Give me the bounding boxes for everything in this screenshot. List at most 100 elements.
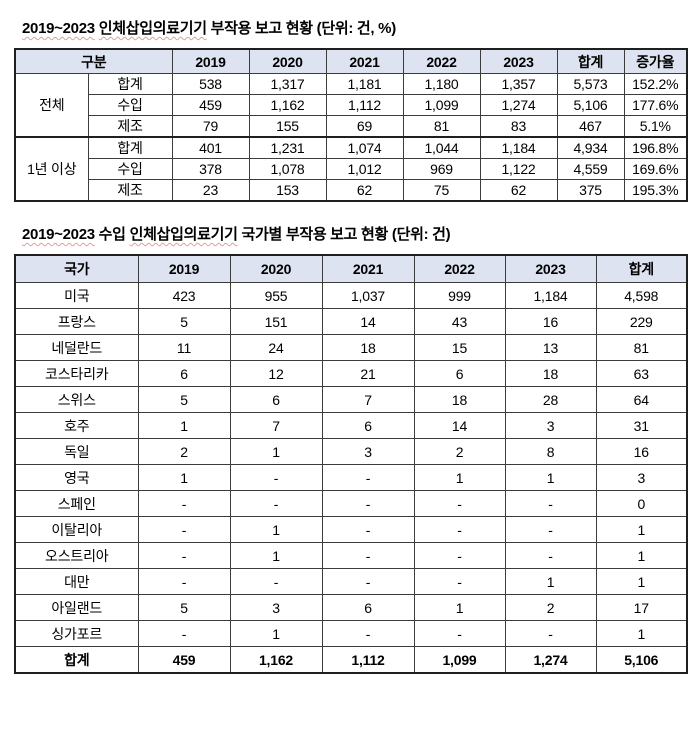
- country-label-cell: 호주: [14, 412, 139, 439]
- value-cell: 5.1%: [623, 115, 688, 138]
- country-label-cell: 오스트리아: [14, 542, 139, 569]
- country-label-cell: 싱가포르: [14, 620, 139, 647]
- column-header-2020: 2020: [229, 254, 323, 283]
- table2-title-segment: 수입: [94, 226, 130, 243]
- column-header-2021: 2021: [321, 254, 415, 283]
- row-label-cell: 제조: [87, 179, 173, 202]
- value-cell: -: [413, 542, 506, 569]
- value-cell: 24: [229, 334, 323, 361]
- value-cell: 83: [479, 115, 558, 138]
- value-cell: 1: [137, 412, 231, 439]
- value-cell: 1,012: [325, 158, 404, 180]
- column-header-total: 합계: [595, 254, 688, 283]
- value-cell: 6: [321, 594, 415, 621]
- country-label-cell: 네덜란드: [14, 334, 139, 361]
- value-cell: 1,317: [248, 73, 327, 95]
- value-cell: 62: [325, 179, 404, 202]
- value-cell: 538: [171, 73, 250, 95]
- country-label-cell: 영국: [14, 464, 139, 491]
- value-cell: -: [137, 620, 231, 647]
- value-cell: 13: [504, 334, 597, 361]
- value-cell: -: [321, 464, 415, 491]
- value-cell: 2: [504, 594, 597, 621]
- value-cell: 17: [595, 594, 688, 621]
- table1-title: 2019~2023 인체삽입의료기기 부작용 보고 현황 (단위: 건, %): [22, 17, 686, 38]
- table1-row: 제조 23 153 62 75 62 375 195.3%: [15, 179, 688, 202]
- value-cell: -: [413, 490, 506, 517]
- value-cell: -: [137, 516, 231, 543]
- country-label-cell: 프랑스: [14, 308, 139, 335]
- value-cell: 16: [595, 438, 688, 465]
- table2-row: 스페인 - - - - -0: [14, 490, 688, 517]
- value-cell: 375: [556, 179, 625, 202]
- value-cell: 6: [137, 360, 231, 387]
- value-cell: 2: [413, 438, 506, 465]
- value-cell: 1: [137, 464, 231, 491]
- row-label-cell: 수입: [87, 94, 173, 116]
- table2-title-segment: 국가별 부작용 보고 현황 (단위: 건): [237, 226, 451, 243]
- value-cell: -: [321, 516, 415, 543]
- column-header-country: 국가: [14, 254, 139, 283]
- total-label-cell: 합계: [14, 646, 139, 674]
- value-cell: 1: [413, 464, 506, 491]
- value-cell: -: [504, 620, 597, 647]
- table1-row: 전체 합계 538 1,317 1,181 1,180 1,357 5,573 152.2%: [14, 73, 688, 138]
- value-cell: 8: [504, 438, 597, 465]
- value-cell: 1: [229, 438, 323, 465]
- value-cell: 3: [321, 438, 415, 465]
- value-cell: -: [413, 568, 506, 595]
- table2-row: 미국 423 955 1,037 999 1,184 4,598: [14, 282, 688, 309]
- row-label-cell: 합계: [87, 73, 173, 95]
- table2-header-row: 국가 2019 2020 2021 2022 2023 합계: [14, 254, 688, 283]
- value-cell: 177.6%: [623, 94, 688, 116]
- row-label-cell: 합계: [87, 136, 173, 159]
- value-cell: 18: [321, 334, 415, 361]
- value-cell: 31: [595, 412, 688, 439]
- table2-row: 독일 2 1 3 2 8 16: [14, 438, 688, 465]
- value-cell: 229: [595, 308, 688, 335]
- table2-row: 코스타리카 6 12 21 6 18 63: [14, 360, 688, 387]
- value-cell: 18: [504, 360, 597, 387]
- value-cell: 81: [595, 334, 688, 361]
- row-label-cell: 수입: [87, 158, 173, 180]
- value-cell: 1,074: [325, 136, 404, 159]
- value-cell: 3: [229, 594, 323, 621]
- table2-row: 대만 - - - -1 1: [14, 568, 688, 595]
- table2-row: 이탈리아 -1- - -1: [14, 516, 688, 543]
- value-cell: -: [137, 542, 231, 569]
- value-cell: 28: [504, 386, 597, 413]
- value-cell: 1,162: [248, 94, 327, 116]
- value-cell: 999: [413, 282, 506, 309]
- table2-total-row: 합계 459 1,162 1,112 1,099 1,274 5,106: [14, 646, 688, 674]
- value-cell: -: [321, 542, 415, 569]
- table1-row: 수입 459 1,162 1,112 1,099 1,274 5,106 177.6%: [15, 94, 688, 116]
- value-cell: 1,180: [402, 73, 481, 95]
- value-cell: 1: [595, 542, 688, 569]
- value-cell: 16: [504, 308, 597, 335]
- table1-row: 수입 378 1,078 1,012 969 1,122 4,559 169.6%: [15, 158, 688, 180]
- value-cell: 1,357: [479, 73, 558, 95]
- value-cell: 1,184: [479, 136, 558, 159]
- value-cell: 64: [595, 386, 688, 413]
- value-cell: -: [229, 568, 323, 595]
- value-cell: 1,122: [479, 158, 558, 180]
- table2-row: 영국 1- -1 1 3: [14, 464, 688, 491]
- column-header-2020: 2020: [248, 48, 327, 74]
- value-cell: 63: [595, 360, 688, 387]
- value-cell: 1: [504, 568, 597, 595]
- value-cell: 6: [229, 386, 323, 413]
- total-value-cell: 5,106: [595, 646, 688, 674]
- column-header-2023: 2023: [479, 48, 558, 74]
- table2-row: 스위스 5 6 7 18 28 64: [14, 386, 688, 413]
- value-cell: 0: [595, 490, 688, 517]
- value-cell: 195.3%: [623, 179, 688, 202]
- value-cell: -: [137, 568, 231, 595]
- value-cell: 155: [248, 115, 327, 138]
- country-label-cell: 독일: [14, 438, 139, 465]
- value-cell: 196.8%: [623, 136, 688, 159]
- total-value-cell: 1,274: [504, 646, 597, 674]
- value-cell: 401: [171, 136, 250, 159]
- value-cell: 75: [402, 179, 481, 202]
- country-label-cell: 대만: [14, 568, 139, 595]
- value-cell: -: [321, 568, 415, 595]
